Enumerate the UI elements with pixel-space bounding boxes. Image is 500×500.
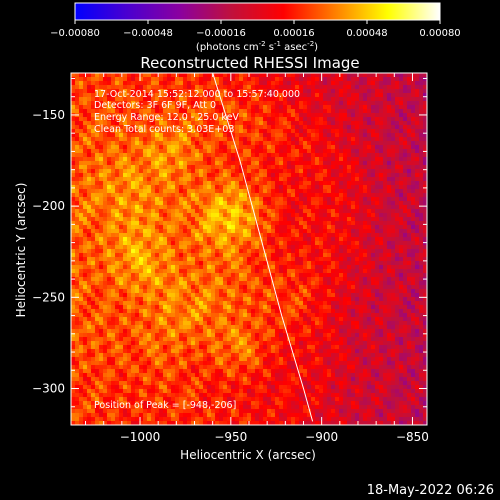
annotation-energy-range: Energy Range: 12.0 - 25.0 keV [94,112,239,123]
annotation-detectors: Detectors: 3F 6F 9F, Att 0 [94,100,216,111]
y-tick-label: −300 [32,382,65,396]
x-tick-label: −850 [396,430,429,444]
colorbar-tick-label: 0.00080 [419,28,460,39]
plot-axes: −1000 −950 −900 −850 −150 −200 −250 −300 [32,73,429,444]
annotation-peak-position: Position of Peak = [-948,-206] [94,400,236,411]
annotation-time-range: 17-Oct-2014 15:52:12.000 to 15:57:40.000 [94,89,300,100]
colorbar-unit: (photons cm-2 s-1 asec-2) [196,40,318,53]
colorbar-tick-label: −0.00016 [196,28,246,39]
footer-date: 18-May-2022 06:26 [367,483,494,498]
colorbar-tick-label: 0.00016 [273,28,314,39]
heatmap-image [71,73,427,425]
x-axis-label: Heliocentric X (arcsec) [180,448,316,462]
colorbar-tick-label: −0.00080 [50,28,100,39]
x-tick-label: −950 [214,430,247,444]
annotation-total-counts: Clean Total counts: 3.03E+03 [94,124,234,135]
y-tick-label: −200 [32,199,65,213]
solar-limb-curve [212,72,314,422]
plot-title: Reconstructed RHESSI Image [140,54,359,72]
plot-annotations: 17-Oct-2014 15:52:12.000 to 15:57:40.000… [94,89,300,411]
colorbar-gradient [74,2,441,21]
y-tick-label: −250 [32,290,65,304]
y-tick-label: −150 [32,108,65,122]
colorbar: −0.00080 −0.00048 −0.00016 0.00016 0.00048 0.… [50,2,461,53]
y-axis-label: Heliocentric Y (arcsec) [14,183,28,318]
colorbar-tick-label: 0.00048 [346,28,387,39]
colorbar-tick-label: −0.00048 [123,28,173,39]
colorbar-ticks: −0.00080 −0.00048 −0.00016 0.00016 0.00048 0.… [50,20,461,39]
x-tick-label: −1000 [120,430,161,444]
x-tick-label: −900 [305,430,338,444]
